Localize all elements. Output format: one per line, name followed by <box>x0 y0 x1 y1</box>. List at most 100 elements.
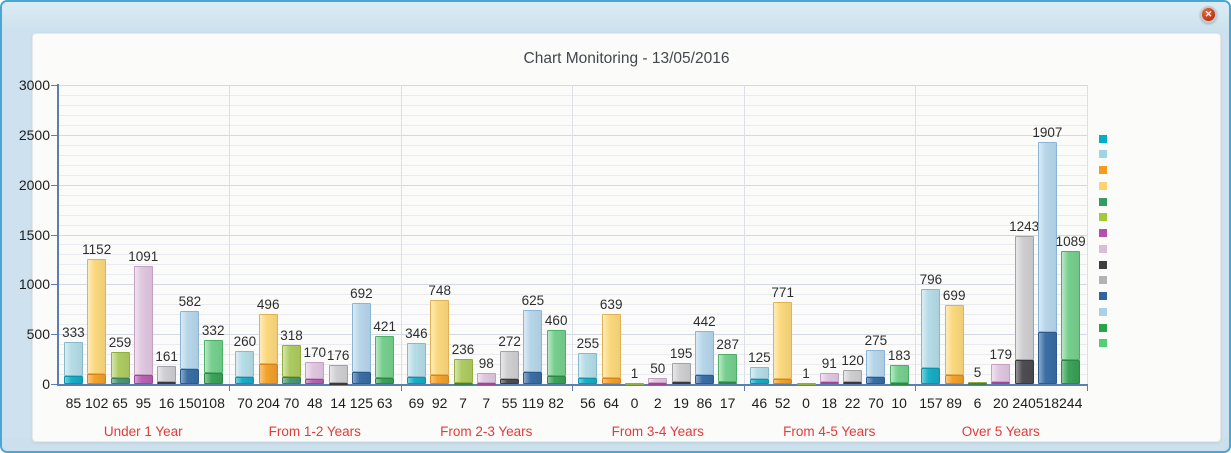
bar-bottom-segment[interactable] <box>476 382 496 385</box>
legend-swatch[interactable] <box>1099 244 1107 253</box>
legend-swatch[interactable] <box>1099 229 1107 238</box>
legend-swatch[interactable] <box>1099 339 1107 348</box>
bar-bottom-segment[interactable] <box>258 363 278 384</box>
legend-swatch[interactable] <box>1099 292 1107 301</box>
bar-top-segment[interactable] <box>430 300 450 375</box>
bar-bottom-segment[interactable] <box>749 379 769 384</box>
bar-top-segment[interactable] <box>625 382 644 385</box>
bar-top-segment[interactable] <box>773 301 793 379</box>
bar-top-segment[interactable] <box>282 345 301 378</box>
bar-bottom-segment[interactable] <box>110 377 130 384</box>
bar-bottom-segment[interactable] <box>648 382 668 385</box>
bar-bottom-segment[interactable] <box>282 377 301 384</box>
bar-bottom-segment[interactable] <box>1014 360 1034 384</box>
bar-top-segment[interactable] <box>157 366 177 383</box>
bar-top-segment[interactable] <box>694 331 714 376</box>
bar-bottom-segment[interactable] <box>1061 359 1081 384</box>
close-icon[interactable]: ✕ <box>1200 6 1217 23</box>
bar-bottom-segment[interactable] <box>328 382 348 385</box>
bar-bottom-segment[interactable] <box>375 377 395 384</box>
bar-bottom-segment[interactable] <box>944 375 964 384</box>
bar-top-segment[interactable] <box>796 382 816 385</box>
bar-top-segment[interactable] <box>1037 142 1057 333</box>
bar-top-segment[interactable] <box>328 365 348 383</box>
bar-bottom-segment[interactable] <box>180 369 200 384</box>
bar-bottom-value: 157 <box>919 395 943 411</box>
bar-bottom-segment[interactable] <box>351 371 371 384</box>
bar-top-segment[interactable] <box>819 373 839 383</box>
bar-bottom-segment[interactable] <box>578 378 598 384</box>
bar-bottom-segment[interactable] <box>601 377 621 384</box>
bar-top-segment[interactable] <box>500 351 520 379</box>
bar-top-segment[interactable] <box>546 329 566 376</box>
legend-swatch[interactable] <box>1099 197 1107 206</box>
bar-bottom-segment[interactable] <box>203 373 223 384</box>
bar-top-segment[interactable] <box>578 353 598 379</box>
bar-top-segment[interactable] <box>406 342 426 378</box>
bar-bottom-segment[interactable] <box>968 382 987 385</box>
legend-swatch[interactable] <box>1099 323 1107 332</box>
bar-top-segment[interactable] <box>180 311 200 370</box>
bar-bottom-segment[interactable] <box>694 375 714 384</box>
bar-bottom-segment[interactable] <box>671 382 691 385</box>
bar-bottom-segment[interactable] <box>1037 332 1057 384</box>
bar-bottom-segment[interactable] <box>866 377 886 384</box>
bar-bottom-segment[interactable] <box>430 374 450 384</box>
bar-bottom-segment[interactable] <box>305 379 325 384</box>
legend-swatch[interactable] <box>1099 276 1107 285</box>
legend-swatch[interactable] <box>1099 213 1107 222</box>
bar-bottom-segment[interactable] <box>523 372 543 384</box>
bar-top-segment[interactable] <box>601 313 621 378</box>
bar-bottom-segment[interactable] <box>453 382 473 385</box>
bar-top-segment[interactable] <box>1061 251 1081 360</box>
bar-bottom-segment[interactable] <box>546 375 566 384</box>
bar-bottom-segment[interactable] <box>87 373 107 384</box>
bar-top-segment[interactable] <box>1014 236 1034 361</box>
legend-swatch[interactable] <box>1099 150 1107 159</box>
bar-top-segment[interactable] <box>133 265 153 375</box>
bar-bottom-segment[interactable] <box>406 377 426 384</box>
bar-top-segment[interactable] <box>203 340 223 374</box>
bar-bottom-segment[interactable] <box>843 381 863 384</box>
bar-top-segment[interactable] <box>453 359 473 383</box>
bar-top-segment[interactable] <box>671 362 691 383</box>
legend-swatch[interactable] <box>1099 260 1107 269</box>
bar-top-segment[interactable] <box>87 259 107 374</box>
category-label: Under 1 Year <box>103 424 183 439</box>
bar-top-segment[interactable] <box>351 302 371 372</box>
bar-top-segment[interactable] <box>235 351 255 378</box>
legend-swatch[interactable] <box>1099 134 1107 143</box>
bar-bottom-segment[interactable] <box>500 378 520 384</box>
category-label: Over 5 Years <box>961 424 1040 439</box>
bar-top-segment[interactable] <box>843 369 863 382</box>
bar-bottom-segment[interactable] <box>235 377 255 384</box>
bar-bottom-segment[interactable] <box>889 382 909 385</box>
bar-bottom-segment[interactable] <box>991 382 1011 384</box>
bar-top-segment[interactable] <box>718 353 738 383</box>
bar-bottom-segment[interactable] <box>921 368 941 384</box>
legend-swatch[interactable] <box>1099 181 1107 190</box>
bar-top-segment[interactable] <box>889 364 909 383</box>
bar-top-segment[interactable] <box>258 314 278 364</box>
bar-bottom-segment[interactable] <box>63 375 83 384</box>
bar-top-segment[interactable] <box>476 373 496 383</box>
bar-bottom-segment[interactable] <box>133 374 153 384</box>
bar-top-segment[interactable] <box>866 349 886 378</box>
bar-top-segment[interactable] <box>749 366 769 380</box>
bar-top-segment[interactable] <box>921 289 941 369</box>
legend-swatch[interactable] <box>1099 307 1107 316</box>
bar-top-segment[interactable] <box>944 305 964 376</box>
window-titlebar <box>2 2 1229 33</box>
bar-top-segment[interactable] <box>63 342 83 376</box>
bar-top-segment[interactable] <box>305 362 325 380</box>
bar-bottom-segment[interactable] <box>819 382 839 385</box>
bar-top-segment[interactable] <box>648 377 668 383</box>
legend-swatch[interactable] <box>1099 166 1107 175</box>
bar-top-segment[interactable] <box>110 351 130 378</box>
bar-bottom-segment[interactable] <box>718 382 738 385</box>
bar-top-segment[interactable] <box>991 364 1011 382</box>
bar-bottom-segment[interactable] <box>157 382 177 385</box>
bar-bottom-segment[interactable] <box>773 378 793 384</box>
bar-top-segment[interactable] <box>375 335 395 378</box>
bar-top-segment[interactable] <box>523 309 543 373</box>
